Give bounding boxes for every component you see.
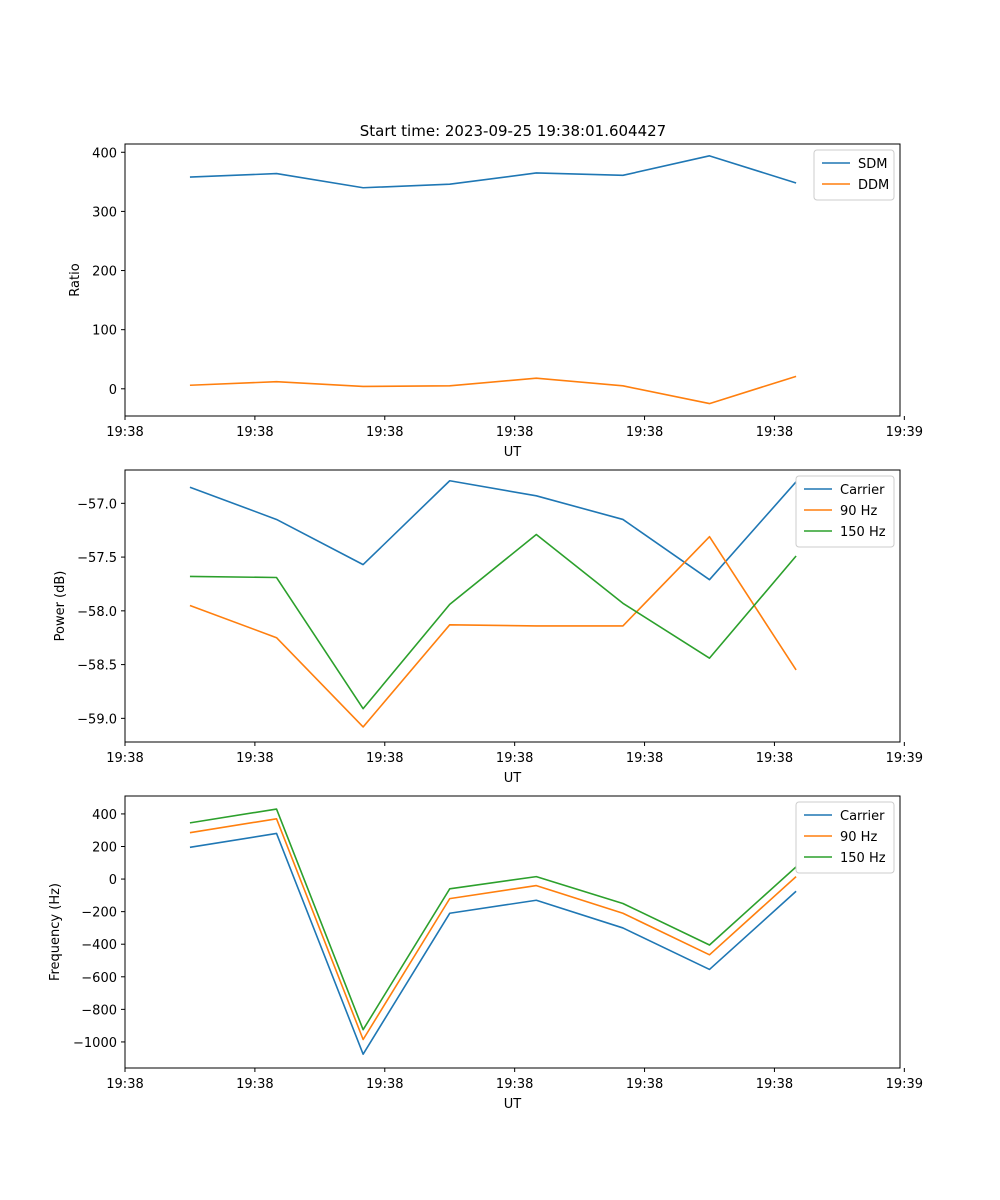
legend-box xyxy=(795,801,895,874)
x-tick-label: 19:38 xyxy=(106,751,143,766)
x-tick-label: 19:38 xyxy=(106,1077,143,1092)
y-axis-label: Power (dB) xyxy=(53,571,68,642)
x-tick-label: 19:39 xyxy=(886,1077,923,1092)
x-tick-label: 19:38 xyxy=(496,425,533,440)
x-tick-label: 19:38 xyxy=(236,751,273,766)
series-line-carrier xyxy=(189,479,797,581)
y-tick-label: 200 xyxy=(92,265,117,280)
x-tick-label: 19:38 xyxy=(756,1077,793,1092)
x-tick-label: 19:39 xyxy=(886,751,923,766)
y-tick-label: −59.0 xyxy=(77,712,117,727)
panel-2: 19:38 19:38 19:38 19:38 19:38 19:38 19:39 −59.0… xyxy=(53,469,923,786)
panel-3: 19:38 19:38 19:38 19:38 19:38 19:38 19:39 −1000… xyxy=(48,795,923,1112)
legend-box xyxy=(795,475,895,548)
y-tick-label: −800 xyxy=(81,1003,117,1018)
panel-1: 19:38 19:38 19:38 19:38 19:38 19:38 19:39 0 100 2… xyxy=(68,143,923,460)
y-tick-label: −200 xyxy=(81,906,117,921)
series-line-90-hz xyxy=(189,817,797,1041)
y-tick-label: −57.0 xyxy=(77,497,117,512)
legend-label: Carrier xyxy=(840,809,885,824)
x-tick-label: 19:38 xyxy=(496,1077,533,1092)
y-tick-label: 100 xyxy=(92,324,117,339)
legend-label: DDM xyxy=(858,178,889,193)
y-tick-label: 0 xyxy=(109,873,117,888)
x-tick-label: 19:38 xyxy=(756,751,793,766)
series-line-150-hz xyxy=(189,533,797,710)
axes-frame xyxy=(124,143,901,417)
axes-frame xyxy=(124,795,901,1069)
legend-label: SDM xyxy=(858,157,887,172)
x-axis-label: UT xyxy=(504,771,522,786)
y-tick-label: −57.5 xyxy=(77,551,117,566)
legend: Carrier 90 Hz 150 Hz xyxy=(795,475,895,548)
y-tick-label: 400 xyxy=(92,146,117,161)
x-tick-label: 19:38 xyxy=(626,1077,663,1092)
x-axis-label: UT xyxy=(504,1097,522,1112)
x-tick-label: 19:38 xyxy=(236,1077,273,1092)
figure-title: Start time: 2023-09-25 19:38:01.604427 xyxy=(360,122,666,140)
series-line-carrier xyxy=(189,832,797,1055)
legend-label: 150 Hz xyxy=(840,851,886,866)
x-tick-label: 19:38 xyxy=(366,751,403,766)
legend-label: 90 Hz xyxy=(840,830,877,845)
y-tick-label: 400 xyxy=(92,808,117,823)
legend-label: 150 Hz xyxy=(840,525,886,540)
y-tick-label: −58.5 xyxy=(77,659,117,674)
y-tick-label: 0 xyxy=(109,383,117,398)
y-tick-label: 300 xyxy=(92,205,117,220)
y-tick-label: −1000 xyxy=(73,1036,117,1051)
y-axis-label: Frequency (Hz) xyxy=(48,883,63,981)
x-tick-label: 19:38 xyxy=(756,425,793,440)
x-tick-label: 19:38 xyxy=(496,751,533,766)
axes-frame xyxy=(124,469,901,743)
legend: SDM DDM xyxy=(813,149,895,201)
y-tick-label: −600 xyxy=(81,971,117,986)
series-line-sdm xyxy=(189,155,797,189)
y-tick-label: −400 xyxy=(81,938,117,953)
legend-label: Carrier xyxy=(840,483,885,498)
x-tick-label: 19:39 xyxy=(886,425,923,440)
series-line-ddm xyxy=(189,375,797,405)
y-tick-label: 200 xyxy=(92,840,117,855)
legend-label: 90 Hz xyxy=(840,504,877,519)
series-line-90-hz xyxy=(189,535,797,728)
x-tick-label: 19:38 xyxy=(106,425,143,440)
x-tick-label: 19:38 xyxy=(236,425,273,440)
x-axis-label: UT xyxy=(504,445,522,460)
y-tick-label: −58.0 xyxy=(77,605,117,620)
legend: Carrier 90 Hz 150 Hz xyxy=(795,801,895,874)
x-tick-label: 19:38 xyxy=(626,751,663,766)
y-axis-label: Ratio xyxy=(68,263,83,296)
x-tick-label: 19:38 xyxy=(366,1077,403,1092)
series-line-150-hz xyxy=(189,808,797,1031)
x-tick-label: 19:38 xyxy=(626,425,663,440)
x-tick-label: 19:38 xyxy=(366,425,403,440)
